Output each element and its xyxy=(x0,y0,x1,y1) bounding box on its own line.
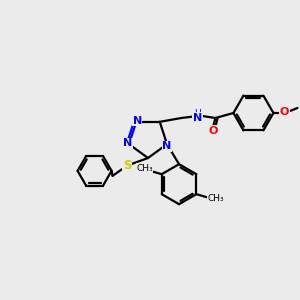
Text: O: O xyxy=(280,107,289,117)
Text: N: N xyxy=(162,141,172,151)
Text: N: N xyxy=(133,116,142,126)
Text: CH₃: CH₃ xyxy=(207,194,224,203)
Text: S: S xyxy=(123,159,132,172)
Text: N: N xyxy=(123,138,133,148)
Text: H: H xyxy=(194,110,201,118)
Text: N: N xyxy=(193,113,202,123)
Text: CH₃: CH₃ xyxy=(136,164,153,173)
Text: O: O xyxy=(208,126,218,136)
